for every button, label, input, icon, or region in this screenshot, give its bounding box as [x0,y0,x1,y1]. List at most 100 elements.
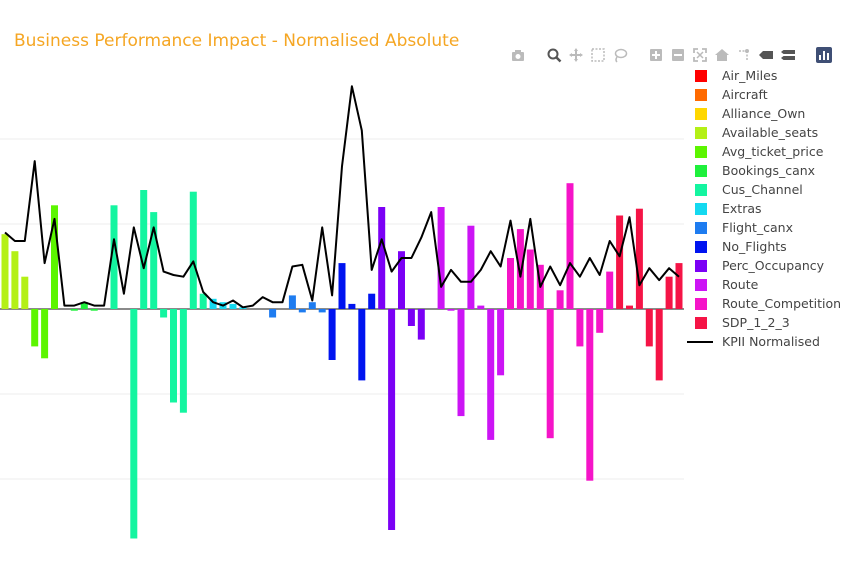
bar-route-competition[interactable] [556,290,564,309]
bar-route-competition[interactable] [516,229,524,309]
legend-item[interactable]: Aircraft [686,85,862,104]
bar-flight-canx[interactable] [269,309,277,318]
bar-perc-occupancy[interactable] [378,207,386,309]
bar-available-seats[interactable] [11,251,19,309]
zoom-in-icon[interactable] [645,44,667,66]
reset-axes-icon[interactable] [711,44,733,66]
bar-sdp-1-2-3[interactable] [665,276,673,309]
bar-cus-channel[interactable] [170,309,177,403]
bar-no-flights[interactable] [338,263,346,309]
bar-extras[interactable] [209,298,217,309]
bar-sdp-1-2-3[interactable] [616,215,624,310]
bar-perc-occupancy[interactable] [407,309,415,326]
bar-route-competition[interactable] [596,309,604,333]
bar-cus-channel[interactable] [160,309,168,318]
bar-route[interactable] [477,305,485,309]
lasso-select-icon[interactable] [609,44,631,66]
bar-cus-channel[interactable] [130,309,138,539]
legend-symbol [686,161,714,180]
bar-no-flights[interactable] [358,309,366,381]
legend-symbol [686,313,714,332]
bar-flight-canx[interactable] [308,302,316,309]
legend-label: SDP_1_2_3 [722,315,790,330]
bar-cus-channel[interactable] [199,293,207,309]
legend-item[interactable]: Flight_canx [686,218,862,237]
legend-item[interactable]: Cus_Channel [686,180,862,199]
bar-route-competition[interactable] [586,309,594,481]
legend-label: Avg_ticket_price [722,144,824,159]
bar-no-flights[interactable] [328,309,336,360]
bar-available-seats[interactable] [1,234,9,309]
bar-perc-occupancy[interactable] [388,309,396,530]
bar-flight-canx[interactable] [298,309,306,313]
zoom-icon[interactable] [543,44,565,66]
bar-sdp-1-2-3[interactable] [626,305,633,309]
bar-sdp-1-2-3[interactable] [675,263,683,309]
legend-item[interactable]: KPII Normalised [686,332,862,351]
bar-route-competition[interactable] [606,271,614,309]
bar-route-competition[interactable] [566,183,574,309]
bar-route-competition[interactable] [526,249,534,310]
plotly-logo-icon[interactable] [813,44,835,66]
bar-bookings-canx[interactable] [70,309,78,311]
legend-color-swatch [695,297,707,310]
bar-no-flights[interactable] [368,293,376,309]
legend-item[interactable]: Available_seats [686,123,862,142]
bar-route-competition[interactable] [576,309,584,347]
legend-item[interactable]: Bookings_canx [686,161,862,180]
bar-sdp-1-2-3[interactable] [645,309,653,347]
legend-symbol [686,180,714,199]
bar-sdp-1-2-3[interactable] [655,309,663,381]
bar-bookings-canx[interactable] [80,302,88,309]
bar-perc-occupancy[interactable] [417,309,425,340]
bar-route[interactable] [457,309,465,417]
bar-cus-channel[interactable] [140,190,148,309]
bar-avg-ticket-price[interactable] [41,309,49,359]
bar-route[interactable] [497,309,505,376]
plot-area[interactable] [0,0,684,562]
bar-route[interactable] [487,309,495,440]
legend-item[interactable]: No_Flights [686,237,862,256]
bar-flight-canx[interactable] [288,295,296,309]
kpii-normalised-line[interactable] [4,85,680,309]
bar-extras[interactable] [229,303,237,309]
box-select-icon[interactable] [587,44,609,66]
camera-icon[interactable] [507,44,529,66]
bar-bookings-canx[interactable] [90,309,98,311]
bar-route[interactable] [467,225,475,309]
bar-route[interactable] [447,309,455,311]
legend-item[interactable]: Alliance_Own [686,104,862,123]
pan-icon[interactable] [565,44,587,66]
legend-color-swatch [695,88,707,101]
hover-compare-icon[interactable] [777,44,799,66]
hover-closest-icon[interactable] [755,44,777,66]
legend-color-swatch [695,259,707,272]
legend-item[interactable]: Route_Competition [686,294,862,313]
legend-label: Available_seats [722,125,819,140]
bar-no-flights[interactable] [348,303,356,309]
spike-lines-icon[interactable] [733,44,755,66]
bar-route-competition[interactable] [507,258,514,309]
bar-perc-occupancy[interactable] [398,251,405,309]
bar-flight-canx[interactable] [318,309,326,313]
bar-sdp-1-2-3[interactable] [635,208,643,309]
bar-avg-ticket-price[interactable] [31,309,39,347]
bar-cus-channel[interactable] [110,205,118,309]
bar-available-seats[interactable] [21,276,29,309]
bar-cus-channel[interactable] [189,191,197,309]
legend-item[interactable]: Route [686,275,862,294]
legend-symbol [686,332,714,351]
bar-avg-ticket-price[interactable] [51,205,58,309]
legend-item[interactable]: Air_Miles [686,66,862,85]
legend-item[interactable]: Perc_Occupancy [686,256,862,275]
bar-cus-channel[interactable] [150,212,158,309]
bar-route[interactable] [437,207,445,309]
zoom-out-icon[interactable] [667,44,689,66]
bar-cus-channel[interactable] [179,309,187,413]
legend-item[interactable]: Avg_ticket_price [686,142,862,161]
autoscale-icon[interactable] [689,44,711,66]
legend-item[interactable]: SDP_1_2_3 [686,313,862,332]
legend-item[interactable]: Extras [686,199,862,218]
bars [1,183,683,539]
bar-route-competition[interactable] [546,309,554,439]
